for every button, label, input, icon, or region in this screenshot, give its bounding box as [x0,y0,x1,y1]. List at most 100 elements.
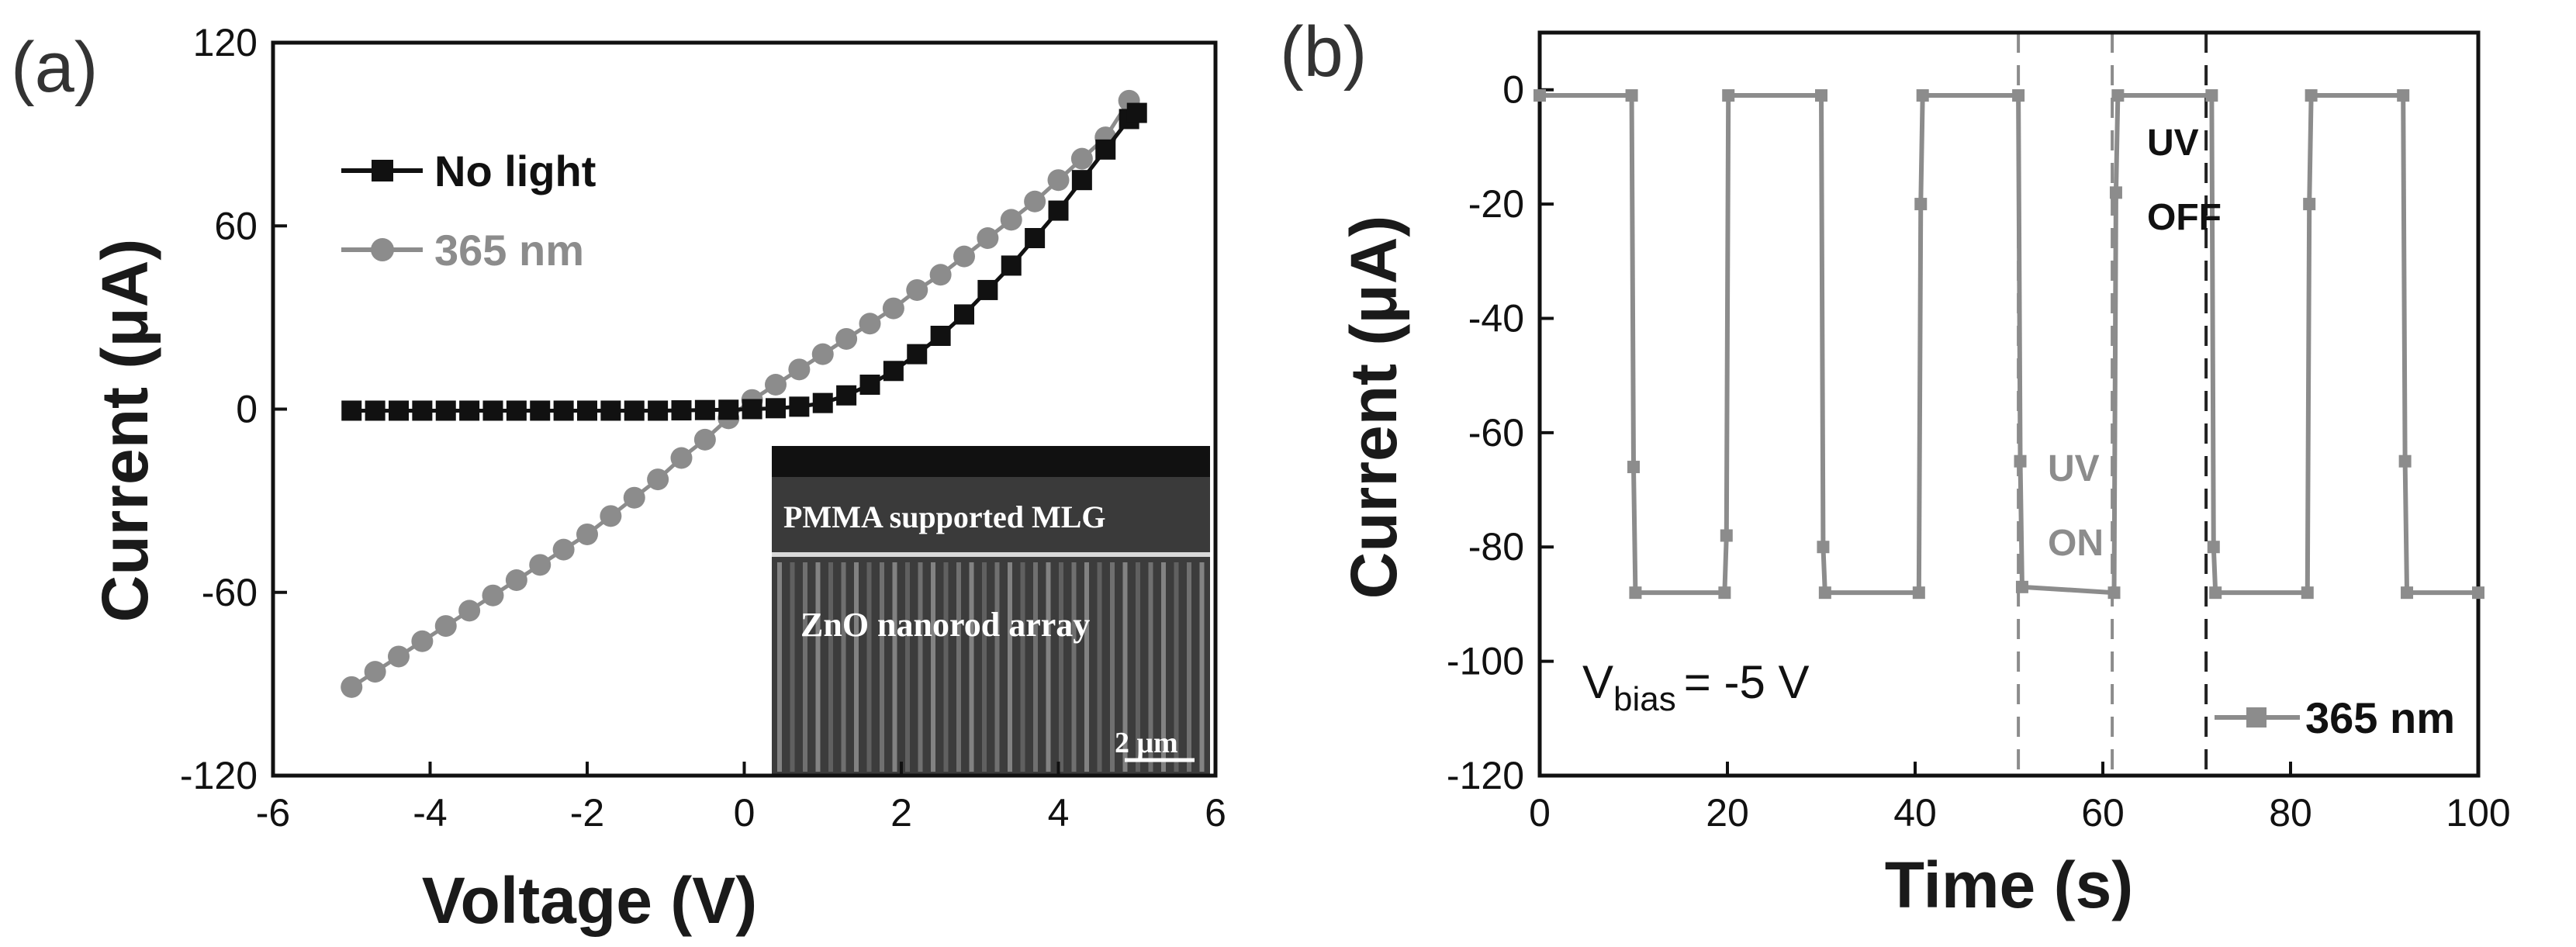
data-point-365nm [1627,461,1640,474]
inset-nanorod [1122,562,1128,772]
data-point-365nm [929,264,952,286]
data-point-no-light [907,344,928,365]
inset-nanorod [1174,562,1179,772]
data-point-no-light [389,400,409,421]
panel-b-xtick-label: 60 [2081,791,2125,835]
inset-nanorod [969,562,974,772]
inset-nanorod [1008,562,1012,772]
inset-nanorod [905,562,910,772]
data-point-365nm [341,676,363,698]
data-point-no-light [435,400,456,421]
panel-a-ytick-label: 120 [193,21,258,64]
data-point-365nm [2209,586,2222,600]
data-point-365nm [1070,147,1093,170]
data-point-365nm [1914,198,1928,211]
inset-nanorod [956,562,961,772]
inset-graphene-line [772,552,1210,557]
data-point-365nm [2401,586,2414,600]
panel-b-xtick-label: 0 [1529,791,1551,835]
data-point-365nm [2303,198,2316,211]
data-point-365nm [1817,541,1830,554]
inset-nanorod [892,562,897,772]
panel-b-ytick-label: -20 [1468,182,1524,226]
data-point-no-light [1126,102,1147,123]
data-point-365nm [2397,89,2410,102]
inset-nanorod [1033,562,1038,772]
data-point-365nm [859,313,881,335]
panel-a-xtick-label: -2 [570,791,604,835]
data-point-365nm [1818,586,1831,600]
data-point-365nm [2014,454,2027,468]
panel-b-xlabel: Time (s) [1885,848,2134,921]
inset-nanorod [918,562,923,772]
data-point-365nm [2012,89,2025,102]
data-point-365nm [882,297,904,320]
panel-b-xtick-label: 40 [1893,791,1937,835]
data-point-365nm [458,600,481,622]
inset-sem-image: PMMA supported MLG ZnO nanorod array 2 μ… [772,446,1210,776]
legend-365nm-label: 365 nm [434,226,584,275]
panel-b-xtick-label: 80 [2269,791,2312,835]
legend-no-light-label: No light [434,147,596,195]
annot-uv-off-line1: UV [2147,123,2199,164]
data-point-no-light [1048,200,1069,221]
panel-b-label: (b) [1280,12,1367,92]
data-point-no-light [977,279,998,300]
inset-scale-label: 2 μm [1115,727,1178,759]
data-point-365nm [977,227,999,249]
data-point-no-light [553,400,574,421]
inset-pmma-layer [772,477,1210,555]
panel-a-xtick-label: 0 [734,791,756,835]
panel-b-xtick-label: 20 [1706,791,1749,835]
inset-nanorod [828,562,833,772]
data-point-365nm [2205,89,2218,102]
data-point-365nm [765,374,787,396]
inset-nanorod [1071,562,1077,772]
data-point-no-light [930,326,951,346]
panel-b: (b) 0 20 40 60 80 100 0 -20 -40 -60 -80 -100 -120 UV… [1280,12,2511,921]
data-point-no-light [742,399,762,420]
inset-nanorods [777,562,1205,772]
data-point-no-light [577,400,597,421]
panel-a-ytick-label: 0 [236,388,258,431]
data-point-365nm [1722,89,1735,102]
panel-a-xtick-label: 4 [1048,791,1070,835]
data-point-no-light [671,400,692,421]
data-point-365nm [788,358,811,381]
data-point-365nm [2301,586,2314,600]
panel-a-xlabel: Voltage (V) [422,864,757,937]
inset-nanorod [1084,562,1089,772]
panel-b-ylabel: Current (μA) [1337,216,1410,600]
data-point-no-light [859,375,880,395]
panel-b-ytick-label: -40 [1468,296,1524,340]
data-point-365nm [670,447,693,469]
panel-a-ytick-label: -60 [202,571,258,614]
data-point-365nm [2107,586,2121,600]
data-point-no-light [718,399,739,420]
inset-nanorod [866,562,872,772]
inset-nanorod [841,562,846,772]
data-point-no-light [600,400,621,421]
panel-a-series [341,89,1147,698]
inset-nanorod [1199,562,1205,772]
inset-nanorod [803,562,807,772]
inset-nanorod [854,562,859,772]
data-point-no-light [836,385,857,406]
panel-a-ylabel: Current (μA) [88,239,161,623]
data-point-no-light [812,392,833,413]
data-point-365nm [647,468,669,491]
annot-uv-on-line1: UV [2048,448,2100,489]
inset-nanorod [931,562,935,772]
inset-zno-label: ZnO nanorod array [800,606,1090,644]
data-point-no-light [459,400,480,421]
data-point-no-light [341,400,362,421]
data-point-365nm [2305,89,2318,102]
inset-nanorod [943,562,949,772]
data-point-365nm [811,343,834,365]
panel-b-series [1533,89,2484,600]
inset-nanorod [1020,562,1025,772]
data-point-365nm [2111,89,2125,102]
data-point-365nm [1916,89,1929,102]
data-point-365nm [388,645,410,668]
